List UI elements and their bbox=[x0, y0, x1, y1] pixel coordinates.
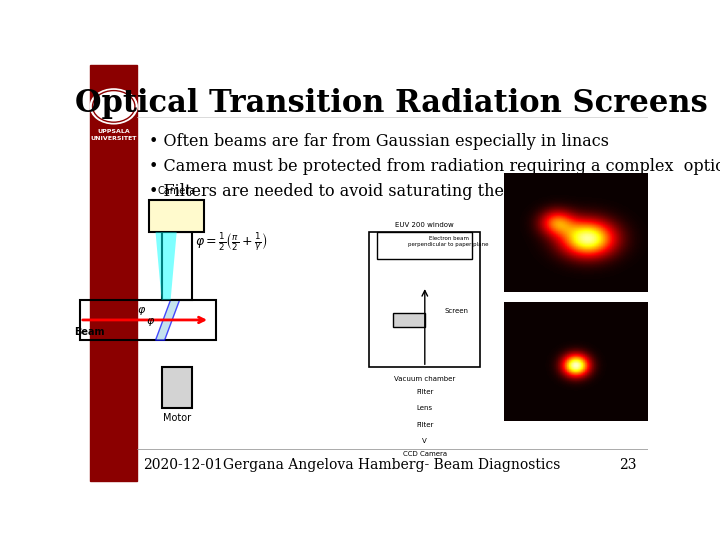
Bar bbox=[150, 200, 204, 232]
Text: Optical Transition Radiation Screens: Optical Transition Radiation Screens bbox=[75, 87, 708, 119]
Text: • Often beams are far from Gaussian especially in linacs: • Often beams are far from Gaussian espe… bbox=[148, 133, 608, 151]
Text: EUV 200 window: EUV 200 window bbox=[395, 222, 454, 228]
Text: Vacuum chamber: Vacuum chamber bbox=[394, 376, 456, 382]
Text: 23: 23 bbox=[619, 458, 637, 472]
Text: Screen: Screen bbox=[444, 308, 469, 314]
Text: • Camera must be protected from radiation requiring a complex  optical lines: • Camera must be protected from radiatio… bbox=[148, 158, 720, 176]
Text: $\varphi = \frac{1}{2}\left(\frac{\pi}{2} + \frac{1}{\gamma}\right)$: $\varphi = \frac{1}{2}\left(\frac{\pi}{2… bbox=[195, 231, 267, 254]
Text: Beam: Beam bbox=[74, 327, 104, 337]
Bar bbox=[393, 313, 425, 327]
Text: Electron beam
perpendicular to paper plane: Electron beam perpendicular to paper pla… bbox=[408, 236, 489, 247]
Bar bbox=[90, 65, 138, 481]
Text: 2020-12-01: 2020-12-01 bbox=[143, 458, 222, 472]
Text: Camera: Camera bbox=[158, 186, 196, 197]
Bar bbox=[161, 232, 192, 300]
Bar bbox=[161, 367, 192, 408]
Circle shape bbox=[90, 89, 137, 124]
Text: Motor: Motor bbox=[163, 413, 191, 423]
Text: Filter: Filter bbox=[416, 422, 433, 428]
Text: UPPSALA
UNIVERSITET: UPPSALA UNIVERSITET bbox=[91, 129, 137, 141]
Text: $\varphi$: $\varphi$ bbox=[138, 305, 147, 317]
Text: • Filters are needed to avoid saturating the camera: • Filters are needed to avoid saturating… bbox=[148, 183, 570, 200]
Polygon shape bbox=[156, 232, 176, 300]
Text: Lens: Lens bbox=[417, 406, 433, 411]
Text: Gergana Angelova Hamberg- Beam Diagnostics: Gergana Angelova Hamberg- Beam Diagnosti… bbox=[222, 458, 560, 472]
Text: $\varphi$: $\varphi$ bbox=[146, 316, 156, 328]
Bar bbox=[80, 300, 216, 340]
Text: CCD Camera: CCD Camera bbox=[402, 451, 447, 457]
Text: V: V bbox=[423, 438, 427, 444]
Bar bbox=[369, 232, 480, 367]
Text: Filter: Filter bbox=[416, 389, 433, 395]
Bar bbox=[377, 232, 472, 259]
Polygon shape bbox=[156, 300, 180, 340]
